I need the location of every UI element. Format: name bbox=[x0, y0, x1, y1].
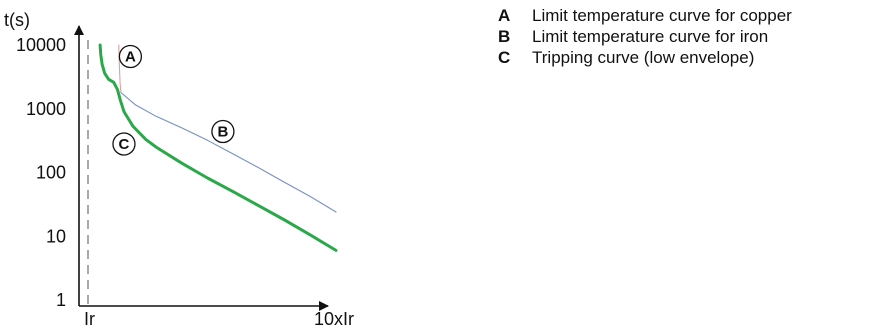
y-tick-labels: 10000 1000 100 10 1 bbox=[16, 35, 66, 310]
x-axis-title: xIr bbox=[334, 309, 354, 329]
callout-a-circle bbox=[118, 44, 143, 69]
legend-label: Limit temperature curve for copper bbox=[532, 6, 792, 25]
legend-label: Limit temperature curve for iron bbox=[532, 27, 769, 46]
y-tick-label: 1000 bbox=[26, 99, 66, 119]
legend: A Limit temperature curve for copper B L… bbox=[498, 5, 792, 68]
legend-key: B bbox=[498, 27, 511, 46]
curves-layer bbox=[98, 43, 338, 252]
legend-key: A bbox=[498, 6, 511, 25]
curve-c-line bbox=[98, 43, 338, 252]
curve-callouts: A B C bbox=[112, 44, 235, 156]
callout-b-circle bbox=[211, 119, 235, 144]
y-tick-label: 10 bbox=[46, 226, 66, 246]
y-tick-label: 1 bbox=[56, 290, 66, 310]
curve-b-line bbox=[120, 91, 337, 213]
y-tick-label: 100 bbox=[36, 163, 66, 183]
x-tick-label-10: 10 bbox=[314, 309, 334, 329]
legend-item-c: C Tripping curve (low envelope) bbox=[498, 47, 792, 68]
y-tick-label: 10000 bbox=[16, 35, 66, 55]
legend-item-b: B Limit temperature curve for iron bbox=[498, 26, 792, 47]
legend-item-a: A Limit temperature curve for copper bbox=[498, 5, 792, 26]
callout-a-label: A bbox=[125, 49, 136, 66]
legend-key: C bbox=[498, 48, 511, 67]
legend-label: Tripping curve (low envelope) bbox=[532, 48, 755, 67]
callout-b-label: B bbox=[217, 123, 228, 140]
callout-c-circle bbox=[112, 132, 136, 156]
y-axis-title: t(s) bbox=[4, 10, 30, 30]
callout-c-label: C bbox=[119, 136, 130, 153]
x-tick-label-ir: Ir bbox=[84, 309, 95, 329]
